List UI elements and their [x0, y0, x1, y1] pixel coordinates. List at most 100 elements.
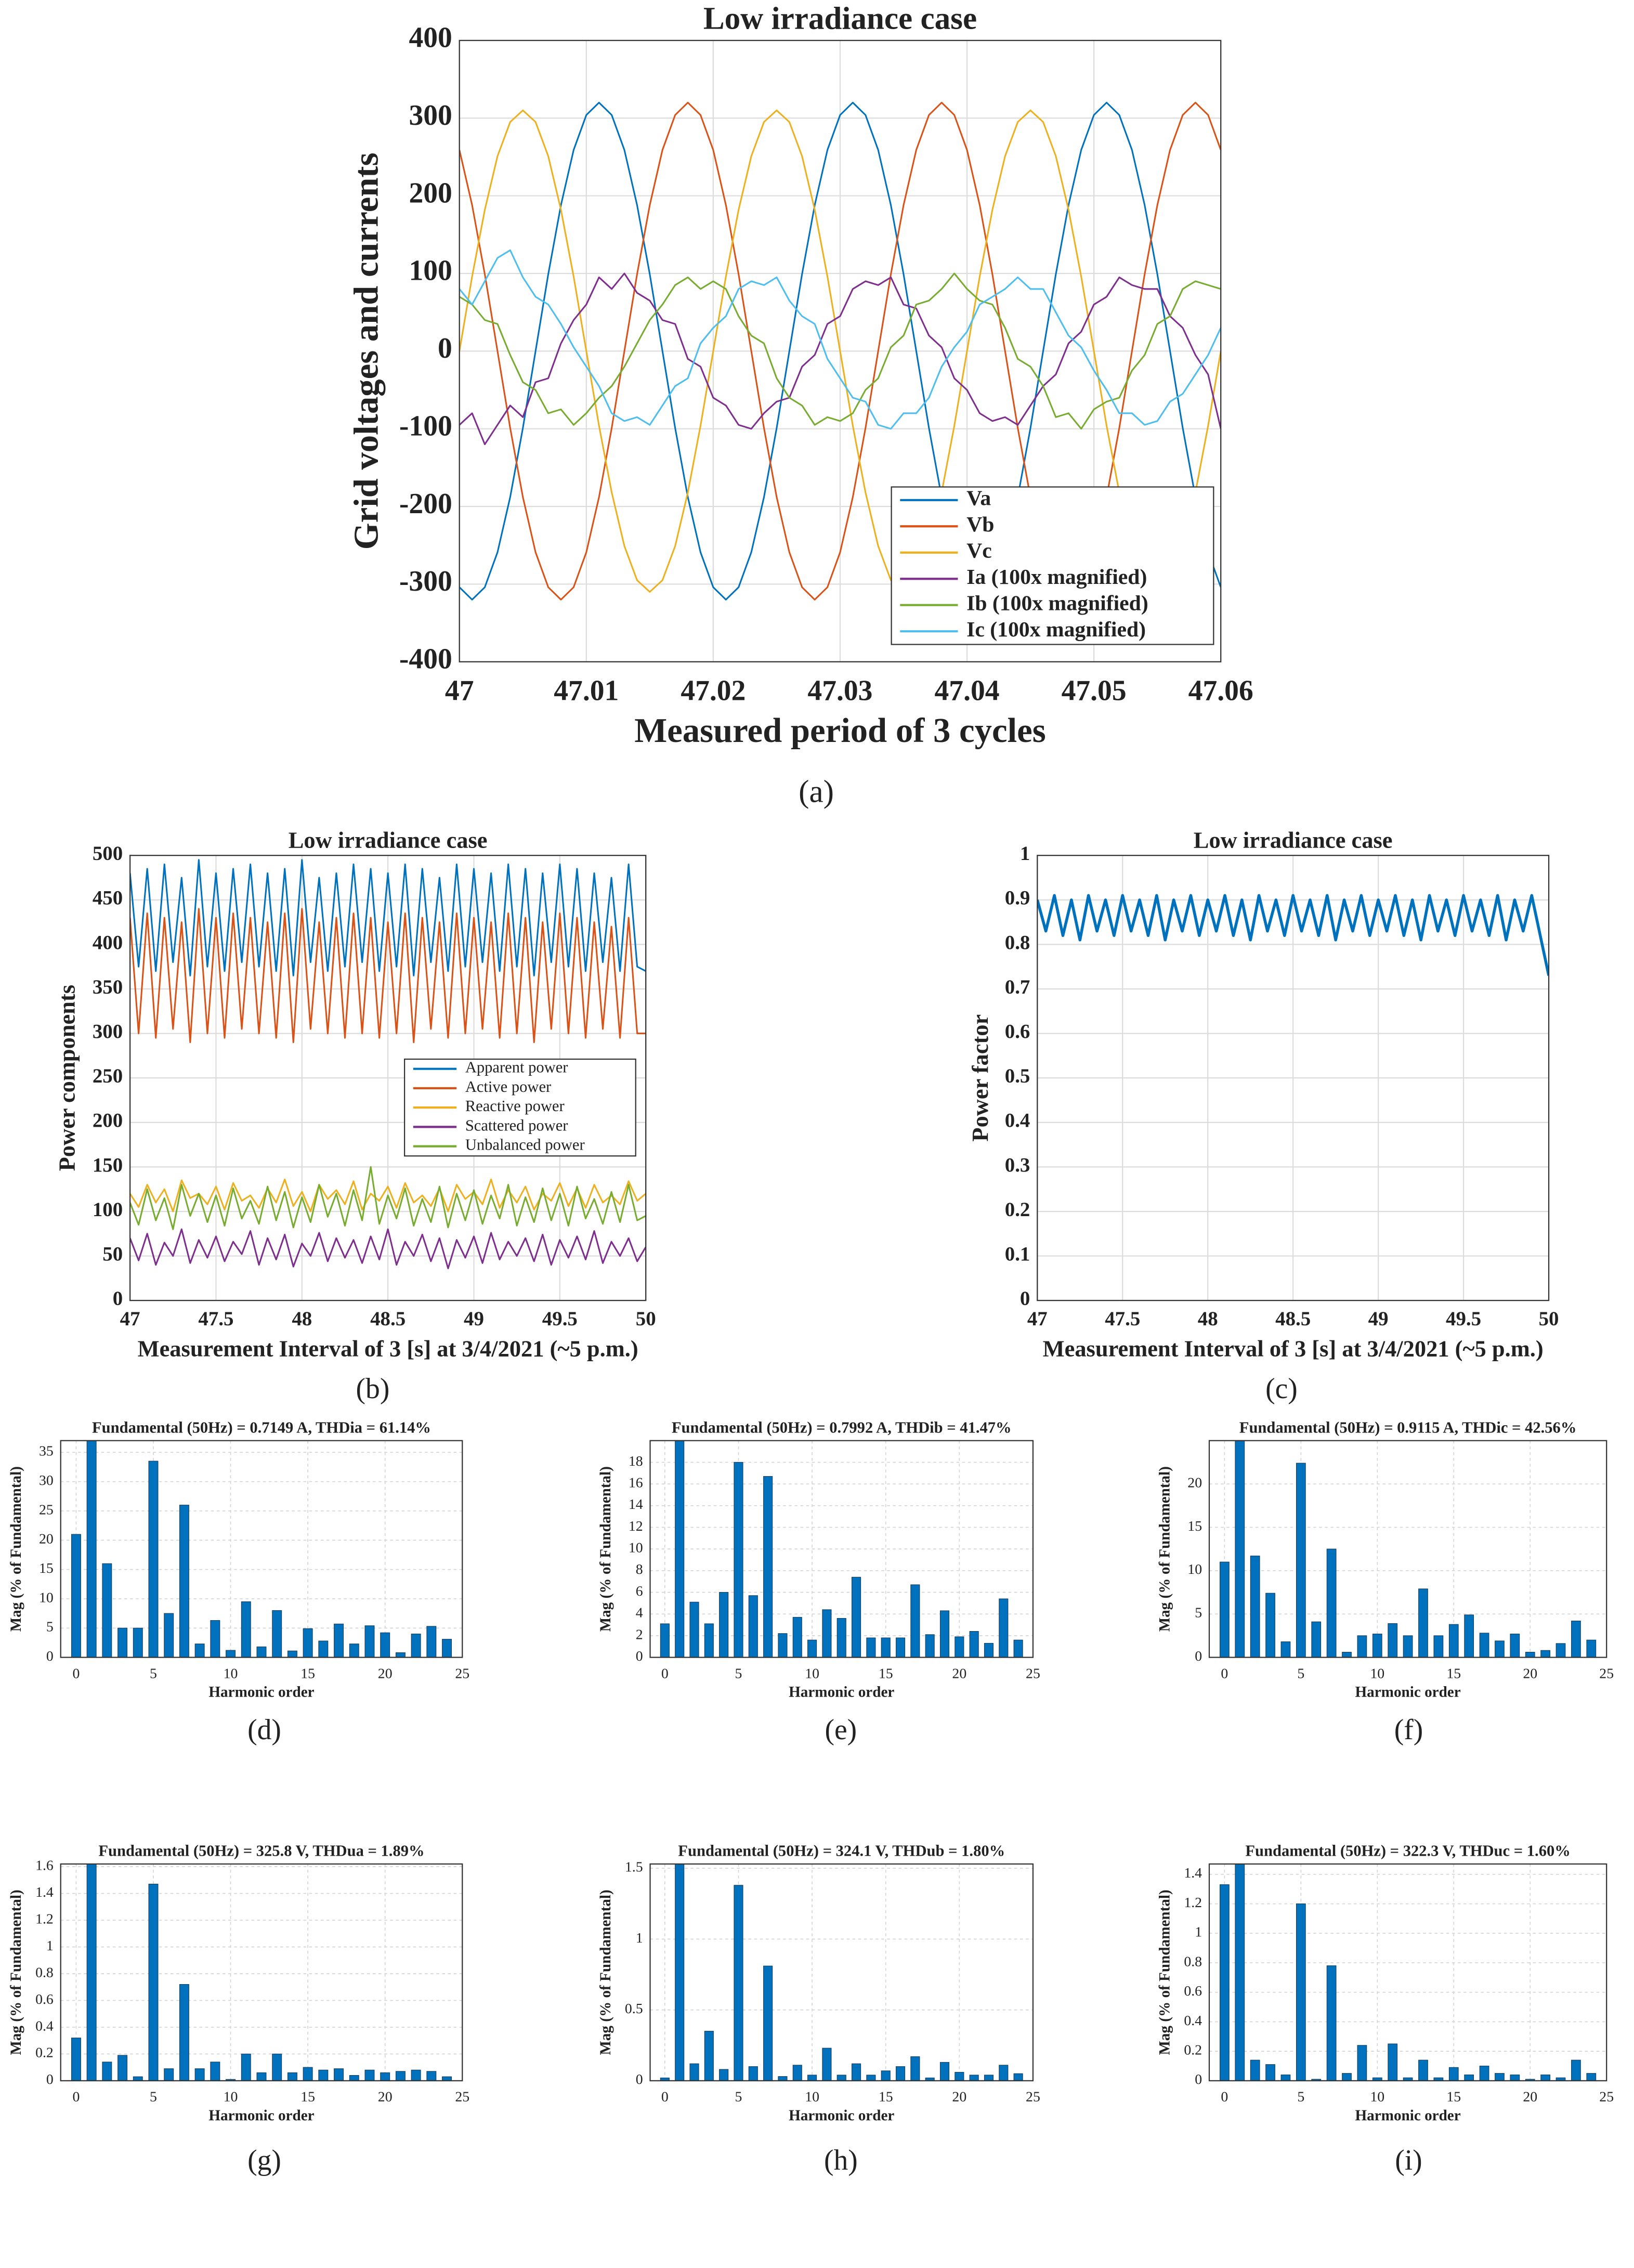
bar — [241, 2053, 251, 2081]
x-tick-label: 5 — [1297, 2089, 1304, 2105]
x-tick-label: 5 — [1297, 1665, 1304, 1682]
x-tick-label: 20 — [1523, 1665, 1537, 1682]
x-tick-label: 25 — [455, 2089, 469, 2105]
y-tick-label: 10 — [1187, 1561, 1202, 1578]
y-tick-label: 0.7 — [1005, 976, 1030, 998]
bar — [117, 2055, 128, 2081]
y-tick-label: 0.5 — [1005, 1065, 1030, 1087]
bar — [719, 2069, 729, 2081]
axes-box — [60, 1440, 463, 1658]
x-tick-label: 15 — [1446, 1665, 1461, 1682]
y-tick-label: 6 — [636, 1583, 643, 1599]
chart-title: Low irradiance case — [1194, 827, 1393, 853]
axes-box — [1037, 855, 1550, 1301]
axes-box — [649, 1863, 1034, 2081]
y-tick-label: 35 — [39, 1443, 54, 1459]
y-tick-label: 2 — [636, 1626, 643, 1643]
bar — [1388, 2043, 1398, 2081]
bar — [1540, 1650, 1551, 1658]
bar — [778, 1633, 788, 1658]
caption: (f) — [1394, 1714, 1423, 1746]
bar — [1013, 2073, 1023, 2081]
x-axis-label: Measurement Interval of 3 [s] at 3/4/202… — [138, 1336, 638, 1362]
bar — [318, 2069, 329, 2081]
bar — [807, 1639, 817, 1658]
bar — [675, 1863, 685, 2081]
x-tick-label: 5 — [150, 1665, 157, 1682]
series-line — [459, 272, 1221, 430]
y-tick-label: 0 — [636, 2071, 643, 2088]
bar — [102, 2062, 112, 2081]
bar — [194, 1644, 205, 1658]
bar — [1540, 2074, 1551, 2081]
x-tick-label: 15 — [300, 2089, 315, 2105]
y-tick-label: 20 — [39, 1531, 54, 1547]
bar — [226, 2079, 236, 2081]
caption: (c) — [1265, 1373, 1298, 1405]
bar — [1280, 1641, 1291, 1658]
bar — [895, 1637, 906, 1658]
x-axis-label: Harmonic order — [208, 1684, 314, 1701]
y-tick-label: 300 — [93, 1020, 123, 1042]
bar — [287, 2072, 297, 2081]
bar — [1571, 2060, 1581, 2081]
bar — [895, 2066, 906, 2081]
bar — [395, 2071, 406, 2081]
bar — [866, 1637, 876, 1658]
caption: (h) — [824, 2144, 858, 2176]
series-line — [130, 1166, 646, 1230]
bar — [1388, 1623, 1398, 1658]
plot-marks — [660, 1440, 1023, 1658]
x-tick-label: 49.5 — [542, 1308, 578, 1330]
bar — [334, 2068, 344, 2081]
bar — [1555, 2077, 1566, 2081]
x-tick-label: 47.05 — [1062, 675, 1127, 707]
x-tick-label: 15 — [879, 2089, 893, 2105]
legend-label: Active power — [465, 1078, 551, 1096]
bar — [1448, 2067, 1459, 2081]
y-tick-label: 0 — [1195, 2071, 1202, 2088]
bar — [822, 2048, 832, 2081]
bar — [1280, 2074, 1291, 2081]
x-tick-label: 15 — [300, 1665, 315, 1682]
bar — [426, 1626, 437, 1658]
legend-label: Vc — [966, 539, 992, 563]
y-tick-label: 0 — [46, 2071, 54, 2088]
bar — [910, 2056, 920, 2081]
bar — [734, 1462, 743, 1658]
plot-area — [60, 1440, 463, 1658]
y-tick-label: 0.6 — [1184, 1983, 1202, 1999]
x-tick-label: 10 — [805, 1665, 819, 1682]
bar — [719, 1592, 729, 1658]
series-line — [459, 272, 1221, 446]
caption: (b) — [356, 1373, 390, 1405]
x-tick-label: 49 — [1368, 1308, 1389, 1330]
axes-box — [1208, 1440, 1607, 1658]
bar — [939, 1610, 950, 1658]
bar — [881, 2070, 891, 2081]
bar — [303, 1628, 313, 1658]
bar — [881, 1637, 891, 1658]
y-tick-label: 400 — [93, 931, 123, 954]
caption: (g) — [247, 2144, 281, 2176]
y-tick-label: 0.8 — [1184, 1953, 1202, 1970]
y-tick-label: 15 — [39, 1560, 54, 1576]
plot-marks — [71, 1863, 452, 2081]
caption: (e) — [825, 1714, 857, 1746]
plot-marks — [1220, 1440, 1597, 1658]
y-tick-label: 500 — [93, 842, 123, 865]
bar — [287, 1650, 297, 1658]
y-axis-label: Mag (% of Fundamental) — [597, 1889, 614, 2055]
series-line — [459, 109, 1221, 593]
plot-area — [1209, 1863, 1607, 2081]
y-tick-label: 0.6 — [35, 1991, 54, 2008]
x-tick-label: 48 — [1198, 1308, 1218, 1330]
x-axis-label: Measurement Interval of 3 [s] at 3/4/202… — [1043, 1336, 1544, 1362]
caption: (d) — [247, 1714, 281, 1746]
bar — [411, 1633, 421, 1658]
bar — [1326, 1548, 1337, 1658]
bar — [969, 1631, 979, 1658]
chart-title: Fundamental (50Hz) = 322.3 V, THDuc = 1.… — [1245, 1842, 1570, 1860]
x-tick-label: 20 — [952, 2089, 966, 2105]
y-tick-label: 450 — [93, 887, 123, 909]
